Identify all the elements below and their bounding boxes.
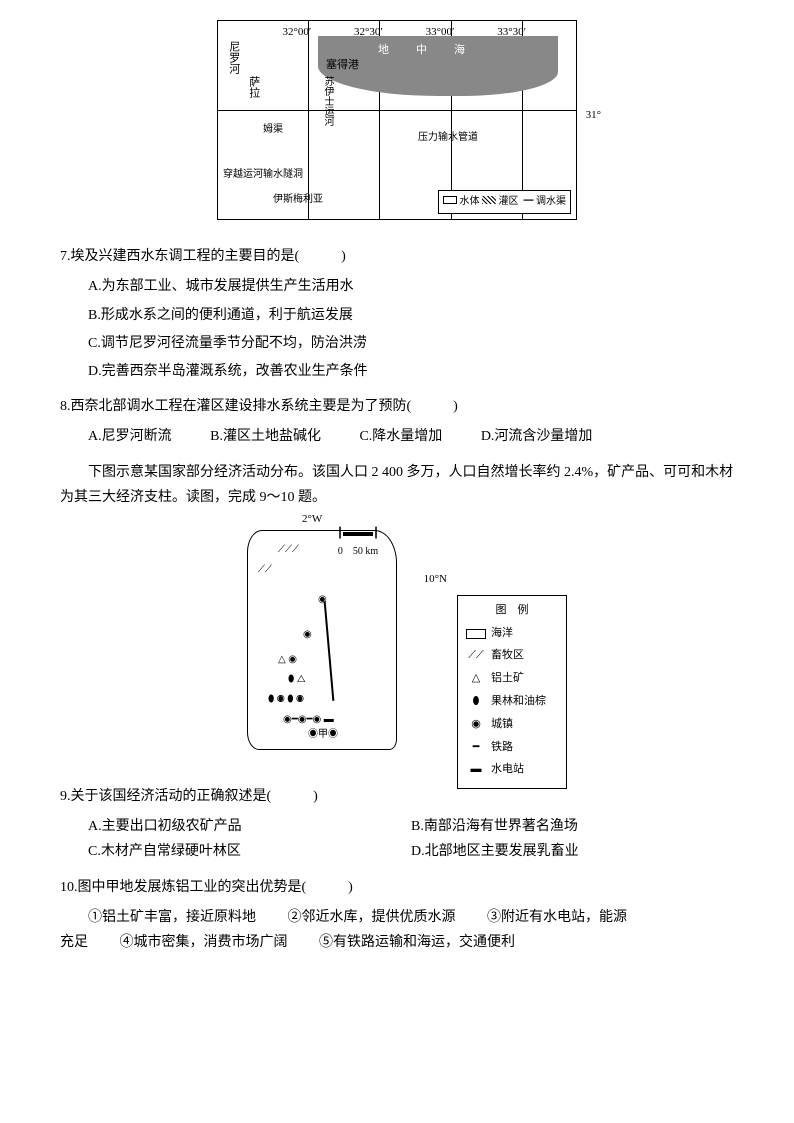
q9-option-d: D.北部地区主要发展乳畜业 — [411, 839, 734, 864]
q9-option-a: A.主要出口初级农矿产品 — [88, 814, 411, 839]
nile-label: 尼罗河 — [223, 41, 243, 74]
q8-option-a: A.尼罗河断流 — [88, 424, 172, 449]
map2-container: 2°W 10°N ┃┃0 50 km ⟋⟋⟋ ⟋⟋ ◉ ◉ △ ◉ ⬮ △ ⬮ … — [60, 510, 734, 769]
q9-text: 9.关于该国经济活动的正确叙述是( ) — [60, 784, 734, 809]
passage-2: 下图示意某国家部分经济活动分布。该国人口 2 400 多万，人口自然增长率约 2… — [60, 460, 734, 510]
qu-label: 姆渠 — [263, 121, 283, 139]
q7-option-c: C.调节尼罗河径流量季节分配不均，防治洪涝 — [60, 331, 734, 356]
q8-option-b: B.灌区土地盐碱化 — [210, 424, 321, 449]
q10-opt3b: 充足 — [60, 935, 88, 950]
lon-label: 2°W — [302, 510, 322, 530]
egypt-map: 32°00′ 32°30′ 33°00′ 33°30′ 31° 地 中 海 尼罗… — [217, 20, 577, 220]
legend-title: 图 例 — [466, 601, 558, 621]
q10-line2: 充足 ④城市密集，消费市场广阔 ⑤有铁路运输和海运，交通便利 — [60, 930, 734, 955]
q7-option-d: D.完善西奈半岛灌溉系统，改善农业生产条件 — [60, 359, 734, 384]
lat-label: 10°N — [424, 570, 447, 590]
suez-label: 苏伊士运河 — [318, 76, 336, 126]
ismailia-label: 伊斯梅利亚 — [273, 191, 323, 209]
q10-opt1: ①铝土矿丰富，接近原料地 — [60, 910, 256, 925]
sea-label: 地 中 海 — [378, 41, 473, 61]
question-8: 8.西奈北部调水工程在灌区建设排水系统主要是为了预防( ) A.尼罗河断流 B.… — [60, 394, 734, 449]
q8-option-c: C.降水量增加 — [359, 424, 442, 449]
q10-suboptions: ①铝土矿丰富，接近原料地 ②邻近水库，提供优质水源 ③附近有水电站，能源 — [60, 905, 734, 930]
ghana-map: 2°W 10°N ┃┃0 50 km ⟋⟋⟋ ⟋⟋ ◉ ◉ △ ◉ ⬮ △ ⬮ … — [227, 510, 567, 760]
pipe-label: 压力输水管道 — [418, 129, 478, 147]
q7-text: 7.埃及兴建西水东调工程的主要目的是( ) — [60, 244, 734, 269]
q9-option-b: B.南部沿海有世界著名渔场 — [411, 814, 734, 839]
map2-legend: 图 例 海洋 ⟋⟋畜牧区 △铝土矿 ⬮果林和油棕 ◉城镇 ━铁路 ▬水电站 — [457, 595, 567, 789]
q8-option-d: D.河流含沙量增加 — [481, 424, 593, 449]
q8-options: A.尼罗河断流 B.灌区土地盐碱化 C.降水量增加 D.河流含沙量增加 — [60, 424, 734, 449]
q7-option-a: A.为东部工业、城市发展提供生产生活用水 — [60, 274, 734, 299]
q9-options: A.主要出口初级农矿产品 B.南部沿海有世界著名渔场 C.木材产自常绿硬叶林区 … — [60, 814, 734, 864]
map1-legend: 水体 灌区 ━ 调水渠 — [438, 190, 571, 214]
saluo-label: 萨拉 — [243, 76, 263, 98]
q10-opt5: ⑤有铁路运输和海运，交通便利 — [319, 935, 515, 950]
lat-label: 31° — [586, 106, 601, 126]
question-10: 10.图中甲地发展炼铝工业的突出优势是( ) ①铝土矿丰富，接近原料地 ②邻近水… — [60, 875, 734, 956]
q10-opt4: ④城市密集，消费市场广阔 — [120, 935, 288, 950]
q9-option-c: C.木材产自常绿硬叶林区 — [88, 839, 411, 864]
q10-opt3: ③附近有水电站，能源 — [487, 910, 627, 925]
coord-label: 32°00′ — [282, 23, 311, 43]
tunnel-label: 穿越运河输水隧洞 — [223, 166, 303, 184]
map1-container: 32°00′ 32°30′ 33°00′ 33°30′ 31° 地 中 海 尼罗… — [60, 20, 734, 229]
question-9: 9.关于该国经济活动的正确叙述是( ) A.主要出口初级农矿产品 B.南部沿海有… — [60, 784, 734, 865]
q10-text: 10.图中甲地发展炼铝工业的突出优势是( ) — [60, 875, 734, 900]
country-outline: ⟋⟋⟋ ⟋⟋ ◉ ◉ △ ◉ ⬮ △ ⬮ ◉ ⬮ ◉ ◉━◉━◉ ▬ ◉甲◉ — [247, 530, 397, 750]
q10-opt2: ②邻近水库，提供优质水源 — [288, 910, 456, 925]
question-7: 7.埃及兴建西水东调工程的主要目的是( ) A.为东部工业、城市发展提供生产生活… — [60, 244, 734, 384]
q8-text: 8.西奈北部调水工程在灌区建设排水系统主要是为了预防( ) — [60, 394, 734, 419]
q7-option-b: B.形成水系之间的便利通道，利于航运发展 — [60, 303, 734, 328]
port-label: 塞得港 — [326, 56, 359, 76]
